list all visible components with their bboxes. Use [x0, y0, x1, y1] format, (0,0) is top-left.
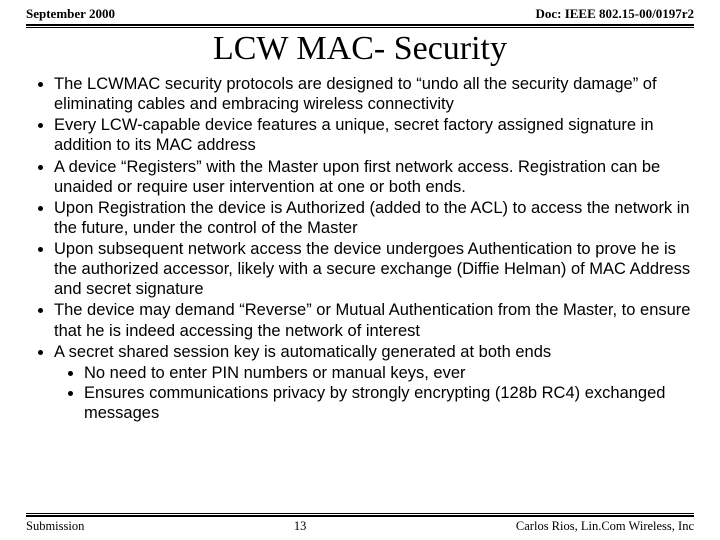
header-left: September 2000 — [26, 6, 115, 22]
bullet-item: Upon subsequent network access the devic… — [54, 239, 698, 299]
sub-bullet-item: Ensures communications privacy by strong… — [84, 383, 698, 423]
bullet-text: The LCWMAC security protocols are design… — [54, 75, 657, 113]
slide-page: September 2000 Doc: IEEE 802.15-00/0197r… — [0, 0, 720, 540]
header-rule — [26, 24, 694, 28]
footer-left: Submission — [26, 519, 84, 534]
footer-page-number: 13 — [294, 519, 307, 534]
bullet-item: Every LCW-capable device features a uniq… — [54, 115, 698, 155]
bullet-text: Upon subsequent network access the devic… — [54, 240, 690, 298]
sub-bullet-item: No need to enter PIN numbers or manual k… — [84, 363, 698, 383]
bullet-item: A secret shared session key is automatic… — [54, 342, 698, 424]
slide-title: LCW MAC- Security — [20, 30, 700, 68]
bullet-list: The LCWMAC security protocols are design… — [22, 74, 698, 423]
footer-right: Carlos Rios, Lin.Com Wireless, Inc — [516, 519, 694, 534]
footer-rule — [26, 513, 694, 517]
bullet-text: A device “Registers” with the Master upo… — [54, 158, 660, 196]
slide-body: The LCWMAC security protocols are design… — [20, 74, 700, 509]
footer-row: Submission 13 Carlos Rios, Lin.Com Wirel… — [20, 519, 700, 534]
bullet-item: The device may demand “Reverse” or Mutua… — [54, 300, 698, 340]
sub-bullet-list: No need to enter PIN numbers or manual k… — [54, 363, 698, 423]
bullet-text: A secret shared session key is automatic… — [54, 343, 551, 361]
bullet-text: Upon Registration the device is Authoriz… — [54, 199, 690, 237]
bullet-text: Every LCW-capable device features a uniq… — [54, 116, 654, 154]
bullet-item: The LCWMAC security protocols are design… — [54, 74, 698, 114]
bullet-item: A device “Registers” with the Master upo… — [54, 157, 698, 197]
bullet-item: Upon Registration the device is Authoriz… — [54, 198, 698, 238]
header-row: September 2000 Doc: IEEE 802.15-00/0197r… — [20, 6, 700, 24]
header-right: Doc: IEEE 802.15-00/0197r2 — [535, 6, 694, 22]
bullet-text: The device may demand “Reverse” or Mutua… — [54, 301, 690, 339]
